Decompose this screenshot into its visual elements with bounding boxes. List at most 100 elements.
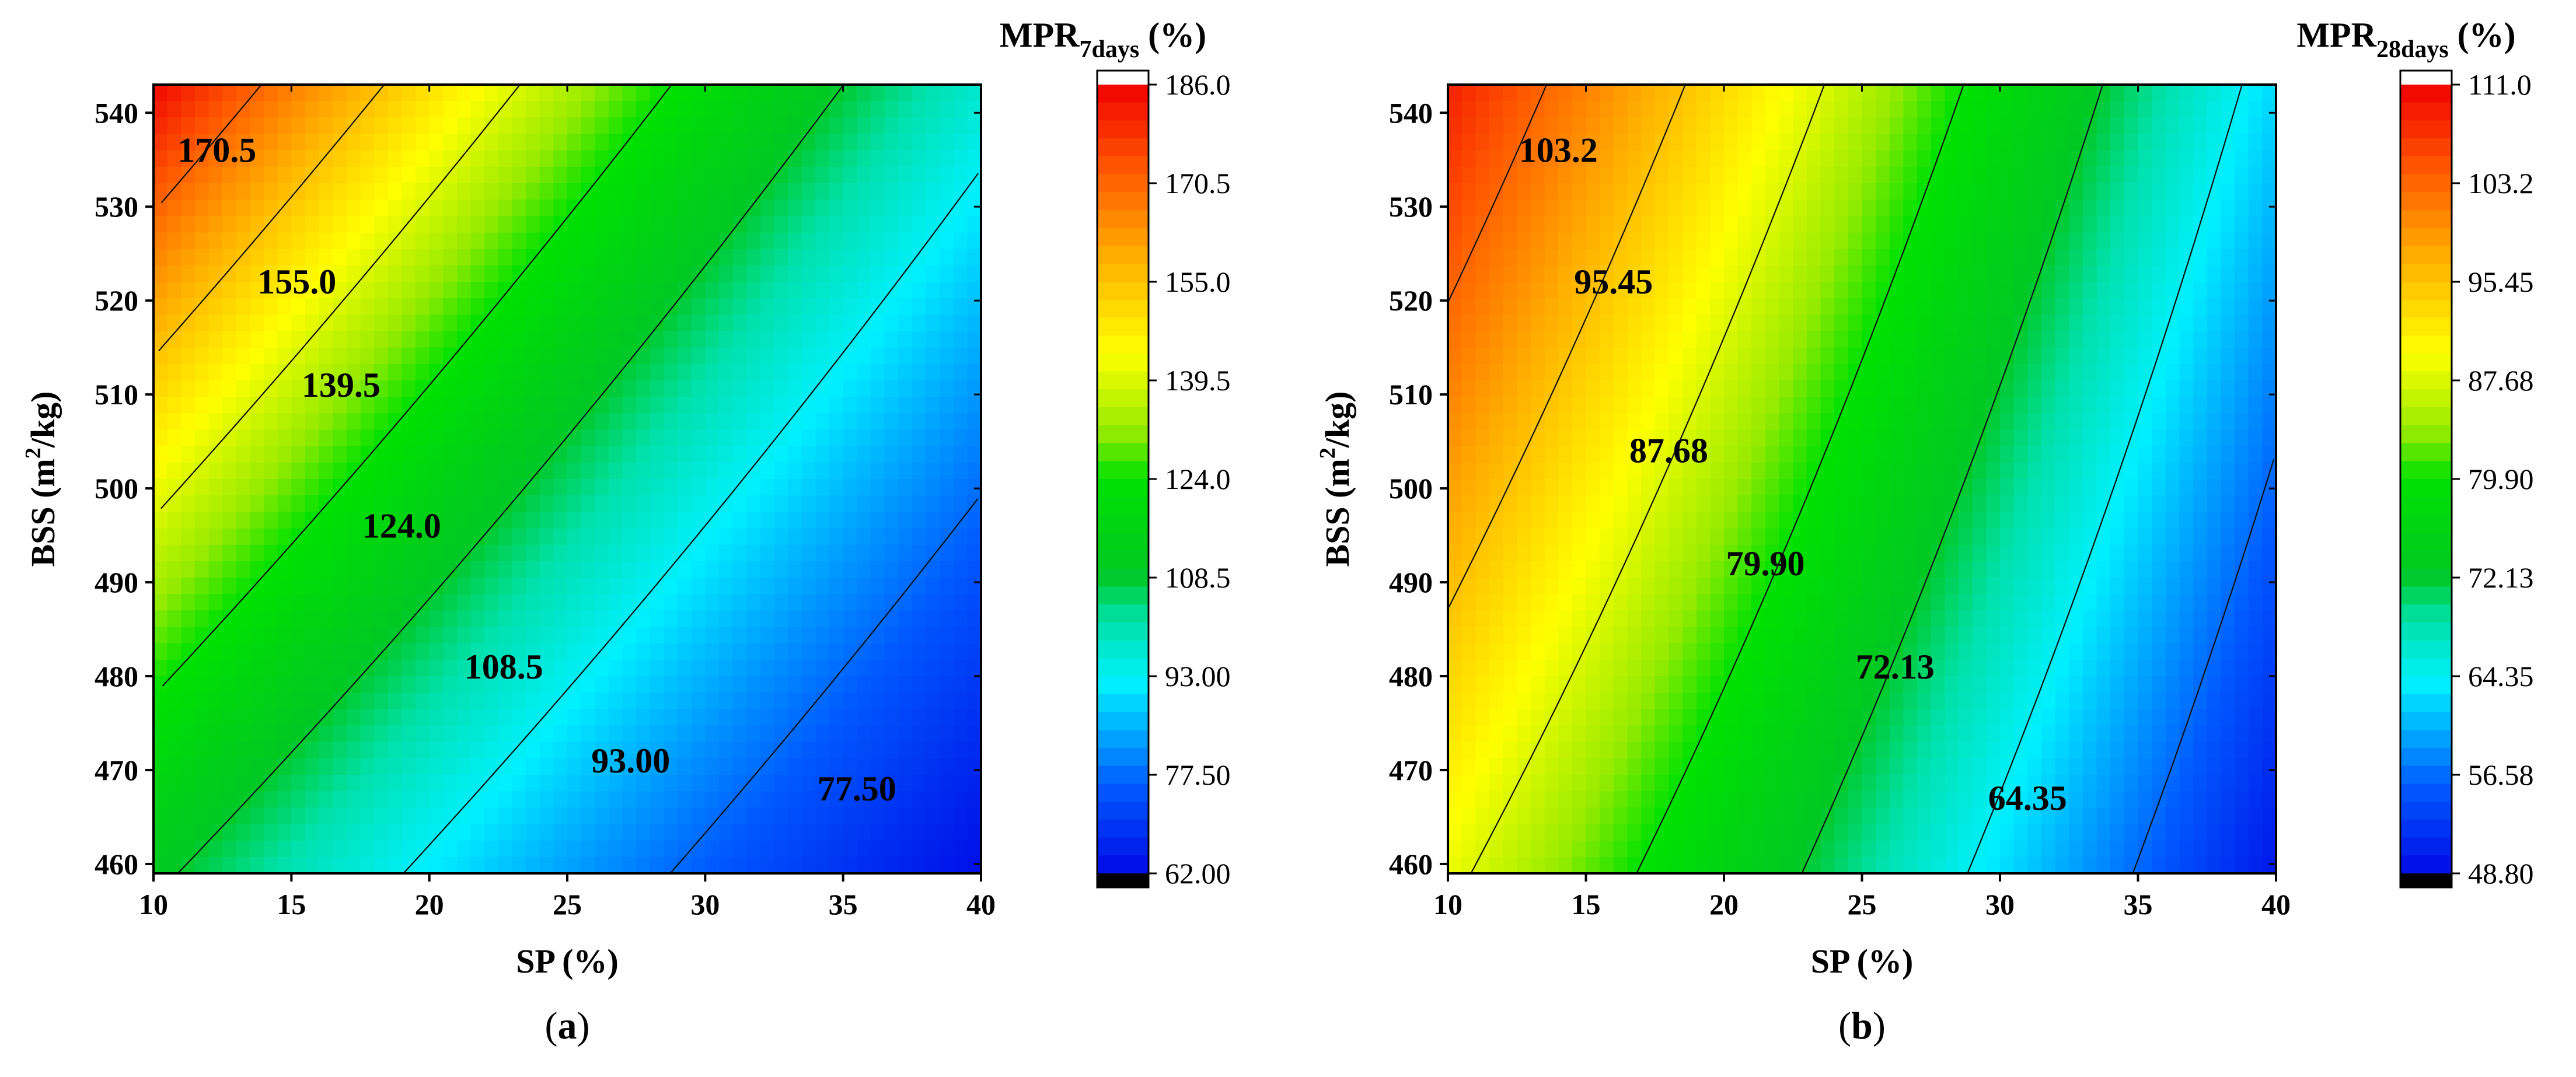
heat-cell-a	[595, 446, 609, 463]
heat-cell-a	[181, 200, 195, 216]
heat-cell-a	[526, 841, 540, 858]
heat-cell-b	[1462, 282, 1476, 299]
x-tick-label-a: 40	[966, 888, 996, 921]
heat-cell-b	[1531, 644, 1545, 660]
heat-cell-b	[1572, 463, 1586, 480]
heat-cell-a	[512, 578, 526, 595]
heat-cell-a	[843, 134, 857, 151]
heat-cell-a	[885, 117, 899, 134]
heat-cell-b	[1779, 594, 1793, 611]
heat-cell-b	[1765, 200, 1779, 216]
heat-cell-b	[1669, 397, 1683, 414]
heat-cell-a	[416, 183, 430, 200]
heat-cell-b	[1710, 167, 1724, 184]
heat-cell-b	[1545, 660, 1559, 677]
heat-cell-a	[222, 644, 236, 660]
heat-cell-a	[305, 348, 319, 365]
heat-cell-b	[1931, 824, 1945, 841]
heat-cell-b	[1683, 627, 1697, 644]
heat-cell-b	[1724, 791, 1738, 808]
heat-cell-a	[843, 151, 857, 167]
heat-cell-a	[512, 775, 526, 792]
heat-cell-b	[1862, 824, 1876, 841]
heat-cell-a	[291, 545, 305, 562]
heat-cell-a	[760, 726, 774, 743]
heat-cell-b	[1765, 233, 1779, 250]
heat-cell-a	[595, 200, 609, 216]
heat-cell-b	[1876, 594, 1890, 611]
heat-cell-b	[1655, 594, 1669, 611]
heat-cell-a	[788, 857, 802, 874]
heat-cell-b	[1751, 101, 1765, 118]
heat-cell-b	[1614, 627, 1628, 644]
heat-cell-a	[222, 841, 236, 858]
heat-cell-b	[1503, 397, 1517, 414]
heat-cell-a	[361, 479, 375, 496]
heat-cell-b	[1821, 857, 1835, 874]
heat-cell-b	[1973, 807, 1987, 824]
heat-cell-a	[829, 117, 843, 134]
heat-cell-b	[1627, 709, 1641, 726]
heat-cell-a	[912, 200, 926, 216]
heat-cell-a	[719, 249, 733, 266]
heat-cell-a	[954, 758, 968, 775]
heat-cell-a	[705, 578, 719, 595]
heat-cell-a	[181, 824, 195, 841]
heat-cell-a	[815, 397, 829, 414]
heat-cell-b	[1558, 610, 1572, 627]
heat-cell-b	[1986, 578, 2000, 595]
heat-cell-a	[278, 151, 292, 167]
heat-cell-b	[1821, 644, 1835, 660]
heat-cell-a	[209, 216, 223, 233]
heat-cell-b	[1517, 561, 1531, 578]
heat-cell-a	[250, 758, 264, 775]
colorbar-band-a	[1097, 372, 1149, 390]
heat-cell-b	[1627, 151, 1641, 167]
heat-cell-a	[181, 545, 195, 562]
heat-cell-a	[512, 151, 526, 167]
heat-cell-b	[1890, 216, 1904, 233]
heat-cell-a	[623, 495, 637, 512]
heat-cell-b	[1973, 134, 1987, 151]
heat-cell-a	[416, 824, 430, 841]
heat-cell-b	[1448, 331, 1462, 348]
heat-cell-a	[719, 726, 733, 743]
heat-cell-a	[319, 430, 333, 447]
heat-cell-b	[1903, 841, 1917, 858]
heat-cell-a	[912, 167, 926, 184]
heat-cell-b	[1793, 644, 1807, 660]
heat-cell-b	[1876, 134, 1890, 151]
heat-cell-a	[898, 446, 912, 463]
heat-cell-a	[195, 594, 209, 611]
heat-cell-a	[526, 446, 540, 463]
heat-cell-a	[623, 709, 637, 726]
heat-cell-a	[553, 380, 567, 397]
heat-cell-b	[1793, 726, 1807, 743]
heat-cell-b	[1545, 331, 1559, 348]
heat-cell-b	[1834, 265, 1848, 282]
heat-cell-a	[347, 627, 361, 644]
heat-cell-a	[595, 331, 609, 348]
heat-cell-b	[1697, 331, 1711, 348]
heat-cell-a	[912, 742, 926, 759]
heat-cell-b	[1683, 495, 1697, 512]
heat-cell-a	[954, 545, 968, 562]
heat-cell-b	[1779, 807, 1793, 824]
heat-cell-b	[1931, 627, 1945, 644]
heat-cell-a	[829, 134, 843, 151]
heat-cell-a	[581, 479, 595, 496]
heat-cell-b	[1834, 610, 1848, 627]
heat-cell-b	[1959, 824, 1973, 841]
heat-cell-b	[1876, 331, 1890, 348]
heat-cell-a	[236, 857, 250, 874]
heat-cell-a	[264, 117, 278, 134]
heat-cell-a	[802, 824, 816, 841]
heat-cell-a	[678, 775, 692, 792]
heat-cell-a	[540, 561, 554, 578]
heat-cell-b	[2000, 134, 2014, 151]
heat-cell-b	[1655, 200, 1669, 216]
heat-cell-b	[1807, 200, 1821, 216]
heat-cell-a	[967, 758, 981, 775]
heat-cell-a	[788, 726, 802, 743]
heat-cell-b	[1710, 348, 1724, 365]
